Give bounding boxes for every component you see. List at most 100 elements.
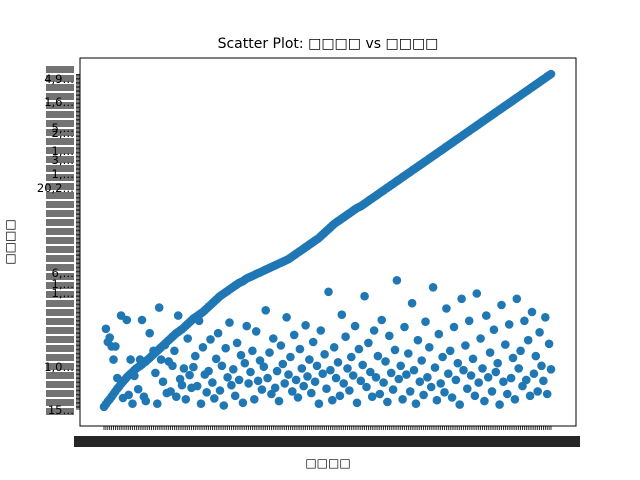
scatter-point [421,317,430,327]
scatter-point [508,353,518,363]
y-tick-label-overlap [46,237,74,244]
scatter-point [449,322,459,332]
scatter-point [438,352,447,362]
scatter-point [105,333,114,342]
scatter-point [113,373,122,383]
scatter-point [343,364,352,373]
scatter-point [489,325,499,335]
scatter-point [392,276,402,285]
scatter-point [358,360,368,370]
scatter-point [248,346,257,356]
scatter-point [286,352,295,362]
scatter-point [160,340,170,350]
scatter-point [215,386,225,395]
scatter-point [172,392,181,402]
y-tick-label-overlap [46,192,74,199]
scatter-point [373,351,383,361]
scatter-point [326,365,335,375]
scatter-point [409,365,419,375]
scatter-point [166,387,175,396]
scatter-point [221,343,230,353]
scatter-point [145,328,154,338]
y-tick-label-overlap [46,219,74,226]
scatter-point [303,372,312,381]
scatter-point [495,400,504,409]
scatter-point [405,387,415,396]
scatter-point [170,346,179,356]
scatter-point [255,356,265,365]
y-tick-label-overlap [46,372,74,379]
scatter-point [428,283,438,292]
scatter-point [314,399,324,409]
scatter-point [181,395,191,404]
scatter-point [276,341,286,350]
y-tick-label-overlap [46,174,74,181]
scatter-point [522,375,531,385]
scatter-point [501,340,510,349]
scatter-point [267,389,276,399]
scatter-point [236,350,246,360]
scatter-point [293,393,303,402]
scatter-point [308,337,318,347]
scatter-point [480,396,489,406]
scatter-point [478,364,487,373]
scatter-point [328,395,337,405]
scatter-point [385,331,394,341]
scatter-point [396,361,406,371]
scatter-point [130,371,139,381]
scatter-point [253,376,263,386]
y-tick-label-overlap [46,390,74,397]
scatter-point [232,338,242,348]
scatter-point [445,346,455,356]
scatter-point [544,339,554,349]
scatter-point [451,375,461,385]
scatter-point [329,343,339,352]
scatter-point [487,387,497,396]
scatter-point [337,310,347,320]
y-tick-label-overlap [46,399,74,406]
scatter-point [400,322,409,332]
y-tick-label-overlap [46,84,74,91]
scatter-point [246,367,255,377]
scatter-point [472,289,482,298]
scatter-point [474,378,484,387]
scatter-point [440,388,449,397]
scatter-point [402,370,411,379]
y-tick-label-overlap [46,318,74,325]
scatter-point [250,395,259,404]
scatter-point [240,358,250,368]
scatter-point [234,375,244,385]
scatter-point [459,365,468,375]
scatter-point [154,303,164,312]
scatter-point [192,381,202,391]
y-axis-tick-labels: 4,9…1,6…5,…2,…1,…3,…1,…20,2…6,…1,…1,…1,0… [37,66,74,417]
scatter-point [177,380,187,390]
y-tick-label-overlap [46,255,74,262]
scatter-point [362,382,371,392]
scatter-point [316,326,326,335]
scatter-point [364,338,373,348]
scatter-point [447,393,457,402]
scatter-point [289,330,299,340]
scatter-point [288,387,297,396]
scatter-point [463,384,472,394]
scatter-point [194,316,204,326]
x-axis-tick-labels [74,436,580,447]
scatter-point [531,351,541,361]
scatter-point [411,399,421,409]
scatter-point [312,361,322,371]
scatter-point [322,384,331,394]
scatter-point [430,363,440,372]
y-tick-label-overlap [46,300,74,307]
scatter-point [324,287,333,297]
scatter-point [318,369,328,379]
scatter-point [386,368,396,378]
scatter-point [189,362,198,372]
scatter-point [367,392,377,402]
scatter-point [546,365,556,374]
scatter-point [282,313,291,322]
scatter-point [280,379,290,388]
scatter-point [111,342,120,351]
scatter-point [442,304,451,313]
scatter-point [307,388,316,398]
